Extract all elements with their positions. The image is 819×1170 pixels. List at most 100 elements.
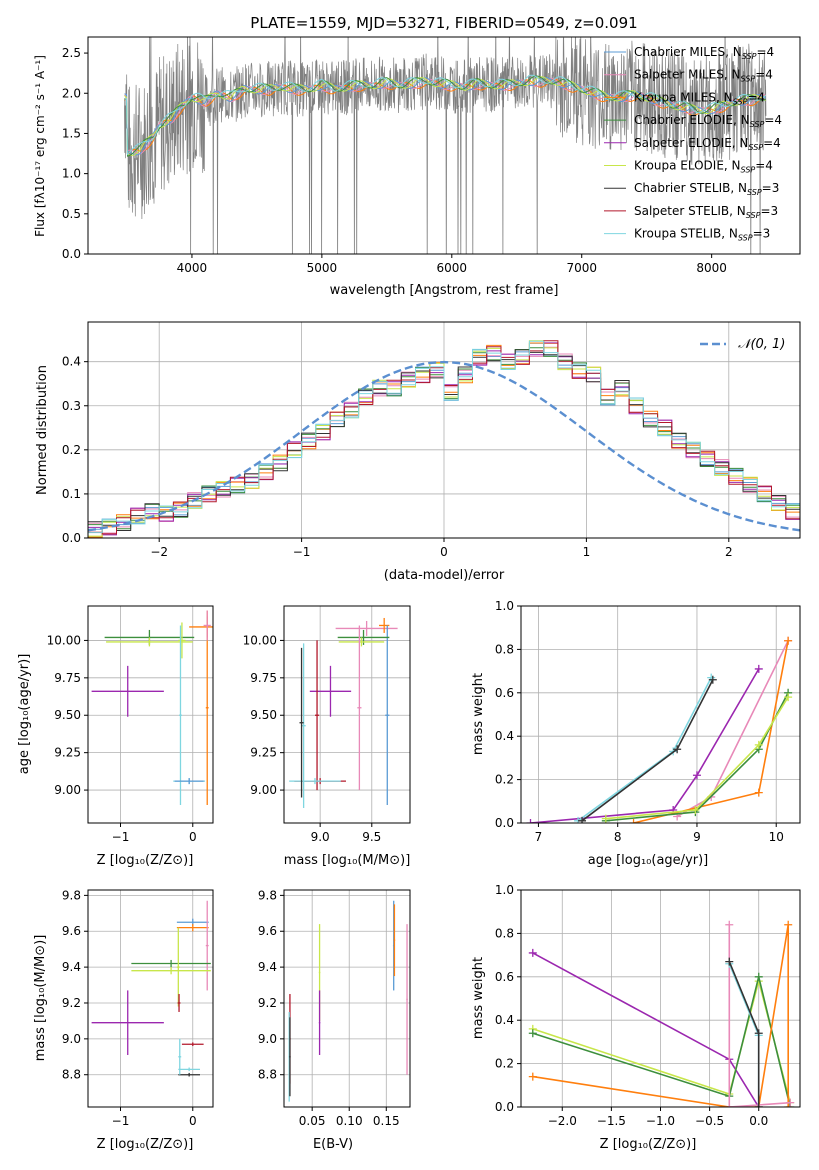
residuals-xtick-label: −2 [150, 545, 168, 559]
z-age-ylabel: age [log₁₀(age/yr)] [17, 654, 32, 775]
legend-label-normal: 𝒩(0, 1) [738, 337, 785, 352]
residuals-ylabel: Normed distribution [35, 365, 50, 495]
z-vs-age-ytick-label: 10.00 [47, 633, 81, 647]
z-vs-age-ytick-label: 9.00 [54, 783, 81, 797]
z-vs-age-xtick-label: 0 [189, 830, 197, 844]
series-line-salpeter_elodie [532, 952, 760, 1107]
legend-label-chabrier_elodie: Chabrier ELODIE, NSSP=4 [634, 113, 782, 129]
ebv-mass-xlabel: E(B-V) [313, 1137, 353, 1152]
z-vs-age-xtick-label: −1 [112, 830, 130, 844]
series-point-chabrier_elodie [754, 972, 763, 981]
z-vs-age-frame [87, 605, 214, 824]
z-vs-age-data [91, 610, 213, 806]
series-point-chabrier_stelib [754, 1029, 763, 1038]
age-vs-massweight-data [526, 636, 793, 823]
residuals-data [88, 340, 800, 538]
z-vs-mass-ytick-label: 9.6 [62, 924, 81, 938]
legend-label-salpeter_miles: Salpeter MILES, NSSP=4 [634, 68, 773, 84]
legend-label-chabrier_stelib: Chabrier STELIB, NSSP=3 [634, 181, 779, 197]
z-vs-massweight-data [528, 920, 795, 1107]
residuals-ytick-label: 0.0 [62, 531, 81, 545]
series-point-chabrier_stelib [754, 1103, 763, 1107]
series-point-kroupa_miles [754, 788, 763, 797]
z-vs-mass-plot: −1 0 8.8 9.0 9.2 9.4 9.6 9.8 [62, 888, 214, 1128]
spectrum-plot: Chabrier MILES, NSSP=4 Salpeter MILES, NS… [62, 36, 801, 275]
ebv-vs-mass-xtick-label: 0.05 [299, 1114, 326, 1128]
z-vs-age-ytick-label: 9.25 [54, 746, 81, 760]
age-vs-massweight-ytick-label: 1.0 [495, 599, 514, 613]
residuals-xtick-label: −1 [293, 545, 311, 559]
mass-vs-age-ytick-label: 9.50 [250, 708, 277, 722]
series-point-salpeter_elodie [528, 948, 537, 957]
series-point-kroupa_miles [784, 636, 793, 645]
residuals-xtick-label: 2 [725, 545, 733, 559]
residuals-xtick-label: 1 [583, 545, 591, 559]
series-line-kroupa_elodie [532, 977, 791, 1103]
model-spectrum-salpeter_miles [124, 77, 766, 155]
age-vs-massweight-xtick-label: 10 [769, 830, 784, 844]
mass-vs-age-xtick-label: 9.5 [362, 830, 381, 844]
ebv-vs-mass-ytick-label: 9.4 [258, 960, 277, 974]
series-point-kroupa_elodie [601, 814, 610, 823]
age-mw-xlabel: age [log₁₀(age/yr)] [588, 853, 709, 868]
series-point-kroupa_miles [629, 819, 638, 823]
normal-curve [88, 360, 800, 532]
spectrum-ytick-label: 0.5 [62, 207, 81, 221]
series-point-salpeter_miles [786, 1098, 795, 1107]
spectrum-ytick-label: 1.0 [62, 167, 81, 181]
age-vs-massweight-ytick-label: 0.8 [495, 642, 514, 656]
legend-label-salpeter_elodie: Salpeter ELODIE, NSSP=4 [634, 136, 781, 152]
mass-vs-age-ytick-label: 10.00 [243, 633, 277, 647]
series-point-salpeter_elodie [526, 819, 535, 823]
residuals-xlabel: (data-model)/error [384, 568, 505, 583]
model-spectrum-kroupa_miles [124, 78, 766, 155]
z-vs-mass-xtick-label: −1 [112, 1114, 130, 1128]
legend-label-kroupa_elodie: Kroupa ELODIE, NSSP=4 [634, 159, 773, 175]
age-vs-massweight-xtick-label: 7 [535, 830, 543, 844]
residuals-xtick-label: 0 [440, 545, 448, 559]
age-vs-massweight-xtick-label: 9 [693, 830, 701, 844]
residuals-ytick-label: 0.2 [62, 443, 81, 457]
age-vs-massweight-ytick-label: 0.2 [495, 773, 514, 787]
z-vs-massweight-plot: −2.0 −1.5 −1.0 −0.5 0.0 0.0 0.2 0.4 0.6 0.8 1.0 [495, 883, 801, 1128]
age-vs-massweight-xtick-label: 8 [614, 830, 622, 844]
histogram-kroupa_stelib [88, 340, 800, 534]
z-vs-massweight-ytick-label: 1.0 [495, 883, 514, 897]
spectrum-title: PLATE=1559, MJD=53271, FIBERID=0549, z=0… [250, 14, 637, 32]
z-age-xlabel: Z [log₁₀(Z/Z⊙)] [97, 853, 194, 868]
z-vs-mass-ytick-label: 9.4 [62, 960, 81, 974]
age-vs-massweight-ytick-label: 0.6 [495, 686, 514, 700]
z-mass-xlabel: Z [log₁₀(Z/Z⊙)] [97, 1137, 194, 1152]
mass-vs-age-frame [283, 605, 411, 824]
series-point-salpeter_elodie [692, 771, 701, 780]
z-vs-age-ytick-label: 9.50 [54, 708, 81, 722]
z-vs-massweight-ytick-label: 0.6 [495, 970, 514, 984]
series-line-kroupa_stelib [577, 677, 712, 822]
z-mass-ylabel: mass [log₁₀(M/M⊙)] [33, 935, 48, 1062]
mass-vs-age-data [289, 617, 398, 809]
series-point-kroupa_miles [784, 1103, 793, 1107]
z-vs-massweight-ytick-label: 0.2 [495, 1057, 514, 1071]
series-point-chabrier_stelib [708, 675, 717, 684]
z-vs-massweight-ytick-label: 0.4 [495, 1013, 514, 1027]
spectrum-xtick-label: 8000 [696, 261, 727, 275]
spectrum-xtick-label: 4000 [177, 261, 208, 275]
spectrum-ylabel: Flux [fλ10⁻¹⁷ erg cm⁻² s⁻¹ A⁻¹] [33, 55, 47, 237]
residuals-ytick-label: 0.4 [62, 355, 81, 369]
z-mw-xlabel: Z [log₁₀(Z/Z⊙)] [600, 1137, 697, 1152]
spectrum-ytick-label: 0.0 [62, 247, 81, 261]
age-mw-ylabel: mass weight [471, 673, 486, 755]
spectrum-frame [87, 36, 801, 255]
ebv-vs-mass-xtick-label: 0.15 [373, 1114, 400, 1128]
z-vs-mass-data [91, 900, 211, 1077]
legend-label-kroupa_stelib: Kroupa STELIB, NSSP=3 [634, 227, 770, 243]
z-vs-age-ytick-label: 9.75 [54, 671, 81, 685]
ebv-vs-mass-ytick-label: 8.8 [258, 1068, 277, 1082]
series-point-salpeter_elodie [754, 664, 763, 673]
z-vs-massweight-xtick-label: −0.5 [695, 1114, 724, 1128]
z-vs-massweight-xtick-label: 0.0 [749, 1114, 768, 1128]
ebv-vs-mass-frame [283, 889, 411, 1108]
spectrum-xlabel: wavelength [Angstrom, rest frame] [330, 283, 559, 298]
ebv-vs-mass-ytick-label: 9.8 [258, 888, 277, 902]
